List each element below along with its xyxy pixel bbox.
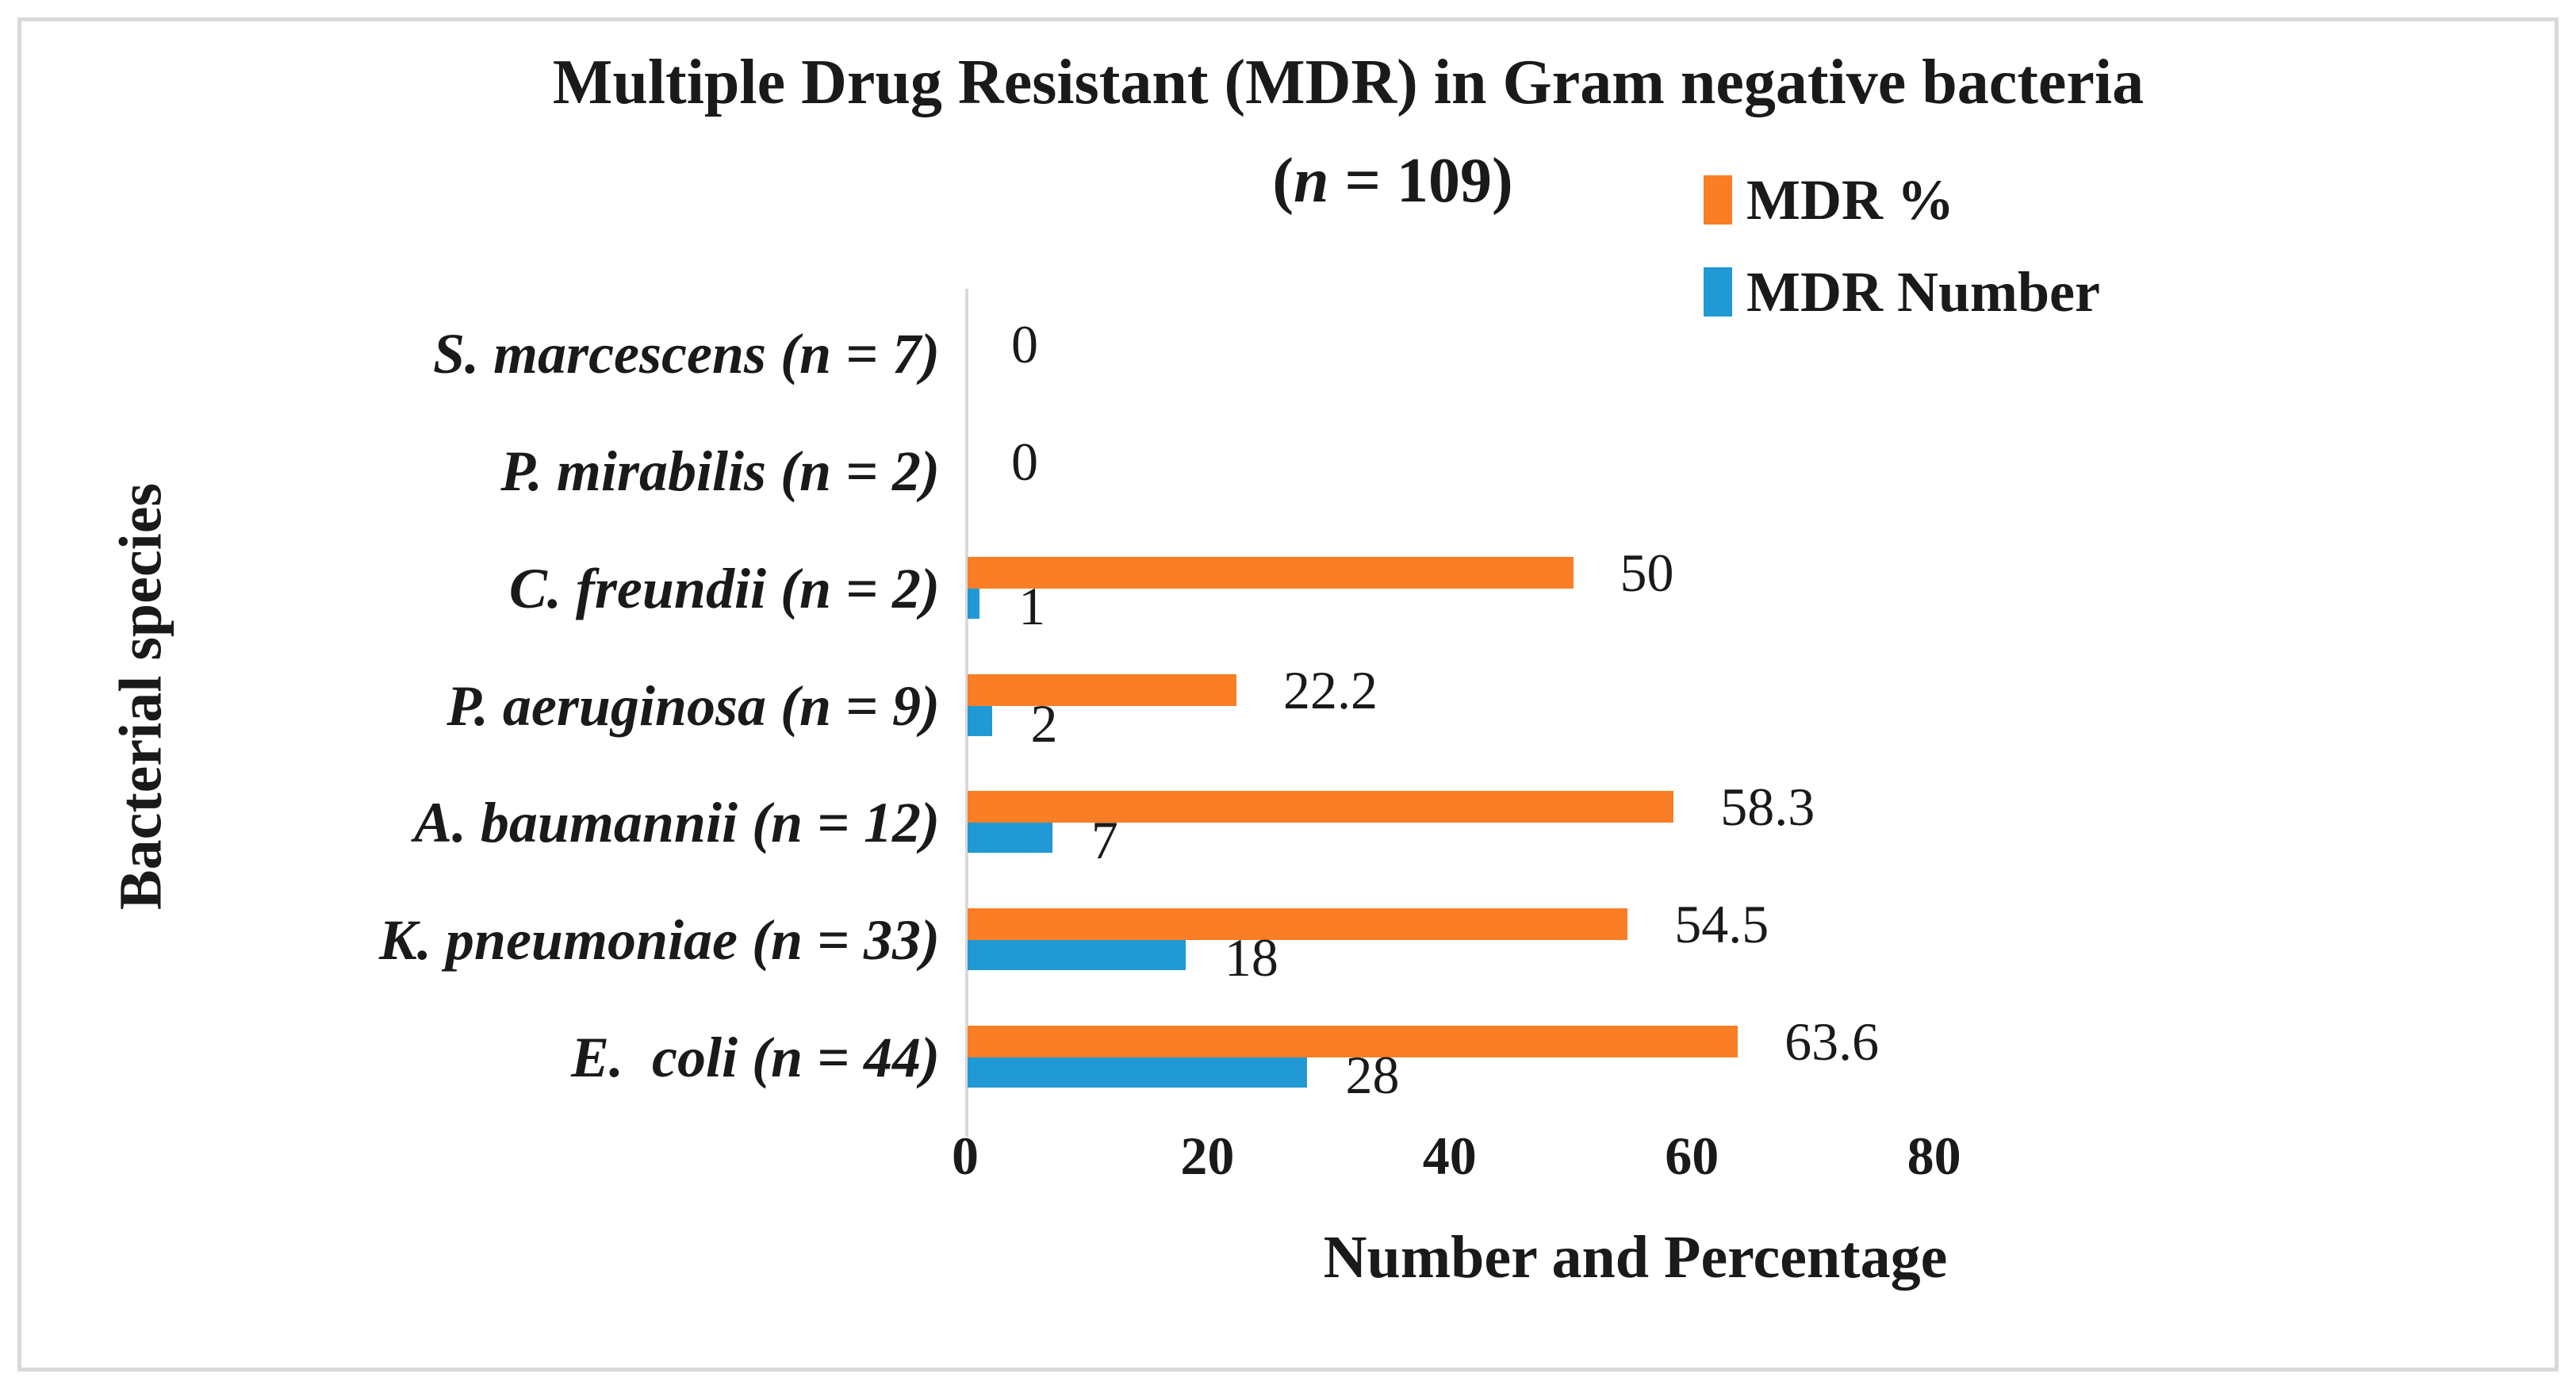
data-label-mdr-percent: 0 [1011, 431, 1038, 492]
data-label-mdr-percent: 58.3 [1720, 777, 1815, 838]
data-label-mdr-number: 28 [1345, 1045, 1400, 1106]
legend-label: MDR % [1746, 168, 1954, 232]
legend-swatch-icon [1704, 267, 1732, 317]
category-label: C. freundii (n = 2) [508, 556, 940, 620]
figure-border [17, 17, 2559, 1372]
x-axis-title: Number and Percentage [1323, 1224, 1948, 1291]
legend: MDR % MDR Number [1704, 171, 2100, 320]
subtitle-open-paren: ( [1272, 146, 1294, 216]
bar-mdr-number [968, 705, 992, 736]
bar-mdr-number [968, 823, 1052, 854]
data-label-mdr-percent: 22.2 [1282, 659, 1378, 720]
y-axis-title: Bacterial species [107, 482, 174, 911]
category-label: S. marcescens (n = 7) [433, 321, 940, 386]
bar-mdr-percent [968, 556, 1574, 589]
data-label-mdr-number: 1 [1018, 575, 1046, 636]
bar-mdr-percent [968, 673, 1236, 706]
subtitle-n: n [1293, 146, 1329, 216]
x-tick-label: 20 [1180, 1126, 1235, 1186]
bar-mdr-number [968, 1057, 1307, 1088]
plot-rows: S. marcescens (n = 7) 0 P. mirabilis (n = … [379, 295, 2306, 1116]
x-tick-label: 0 [952, 1126, 979, 1186]
chart-title: Multiple Drug Resistant (MDR) in Gram ne… [552, 48, 2145, 117]
data-label-mdr-percent: 54.5 [1674, 894, 1769, 955]
category-label: K. pneumoniae (n = 33) [378, 908, 940, 973]
category-label: P. mirabilis (n = 2) [500, 439, 940, 503]
plot-row: A. baumannii (n = 12) 58.3 7 [414, 764, 2306, 881]
category-label: A. baumannii (n = 12) [413, 791, 940, 855]
legend-item-0: MDR % [1704, 171, 2100, 228]
x-axis-zero-tick [965, 1116, 968, 1137]
data-label-mdr-percent: 63.6 [1784, 1011, 1880, 1072]
data-label-mdr-percent: 50 [1620, 542, 1674, 603]
bar-mdr-percent [968, 791, 1674, 823]
bar-mdr-number [968, 588, 980, 619]
legend-label: MDR Number [1746, 260, 2100, 324]
bar-mdr-percent [968, 1026, 1738, 1058]
plot-area: S. marcescens (n = 7) 0 P. mirabilis (n = … [379, 289, 2306, 1287]
subtitle-rest: = 109) [1328, 146, 1513, 216]
data-label-mdr-number: 2 [1030, 693, 1058, 754]
data-label-mdr-number: 18 [1224, 927, 1278, 988]
legend-swatch-icon [1704, 175, 1732, 224]
plot-row: K. pneumoniae (n = 33) 54.5 18 [379, 881, 2306, 999]
category-label: P. aeruginosa (n = 9) [447, 673, 940, 738]
data-label-mdr-number: 7 [1091, 810, 1118, 871]
plot-row: E. coli (n = 44) 63.6 28 [571, 999, 2306, 1116]
plot-row: C. freundii (n = 2) 50 1 [509, 530, 2306, 647]
y-axis-line [965, 289, 968, 1116]
x-tick-label: 60 [1665, 1126, 1719, 1186]
plot-row: P. mirabilis (n = 2) 0 [500, 412, 2306, 530]
x-tick-label: 80 [1907, 1126, 1961, 1186]
legend-item-1: MDR Number [1704, 263, 2100, 320]
plot-row: P. aeruginosa (n = 9) 22.2 2 [447, 647, 2306, 765]
plot-row: S. marcescens (n = 7) 0 [433, 295, 2306, 412]
category-label: E. coli (n = 44) [570, 1026, 940, 1090]
bar-mdr-percent [968, 908, 1628, 941]
chart-subtitle: (n = 109) [282, 144, 2503, 217]
bar-mdr-number [968, 940, 1186, 971]
x-tick-label: 40 [1422, 1126, 1477, 1186]
data-label-mdr-percent: 0 [1011, 313, 1038, 374]
